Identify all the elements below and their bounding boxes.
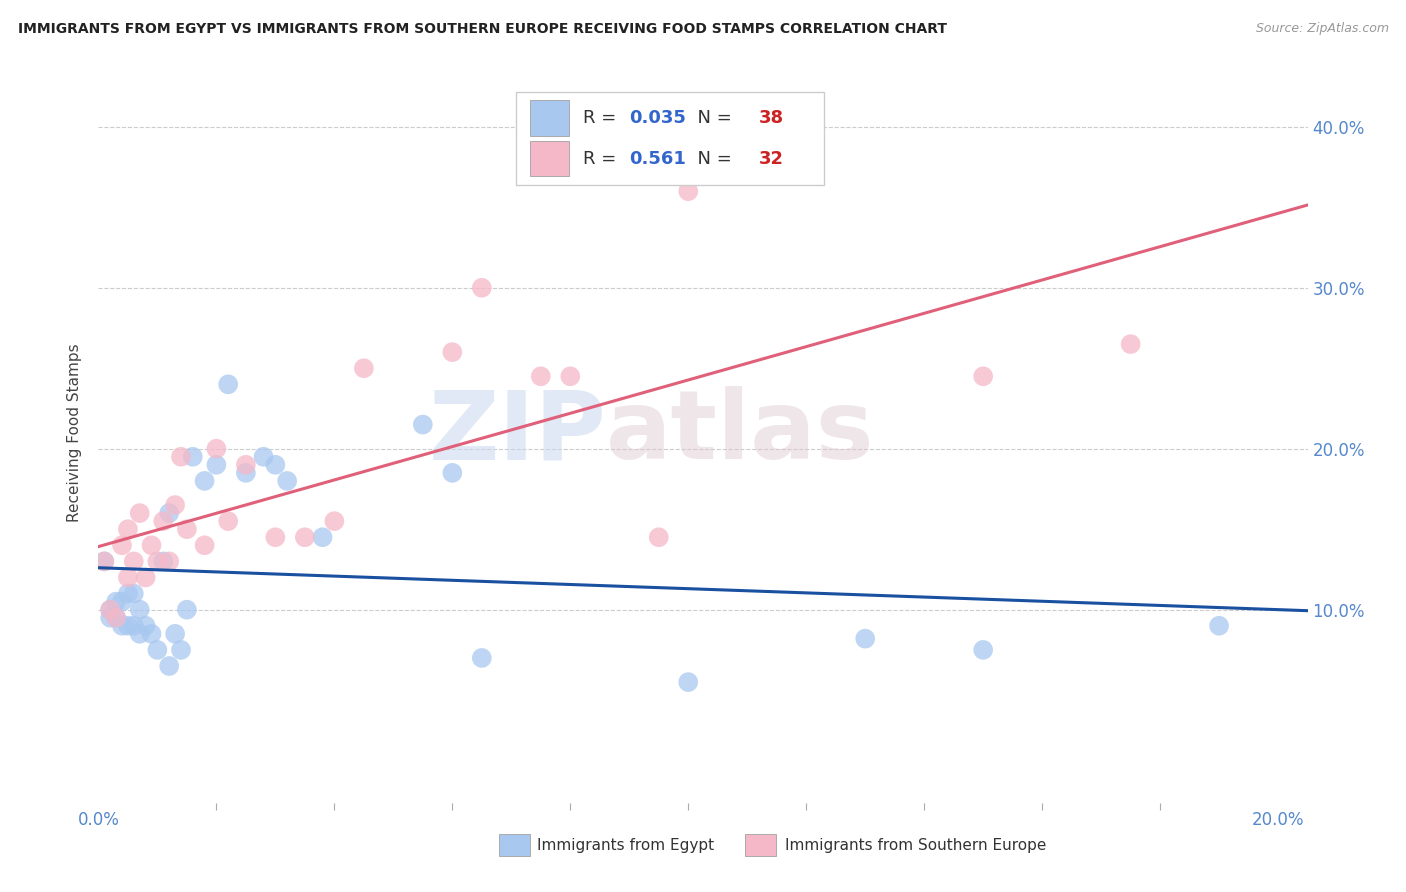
Point [111, 538, 134, 552]
Point [471, 281, 494, 295]
Text: 32: 32 [759, 150, 783, 168]
Point [235, 458, 257, 472]
Point [146, 554, 169, 568]
Point [135, 570, 157, 584]
Point [152, 514, 174, 528]
Point [276, 474, 298, 488]
Text: IMMIGRANTS FROM EGYPT VS IMMIGRANTS FROM SOUTHERN EUROPE RECEIVING FOOD STAMPS C: IMMIGRANTS FROM EGYPT VS IMMIGRANTS FROM… [18, 22, 948, 37]
Point [157, 659, 180, 673]
Text: Source: ZipAtlas.com: Source: ZipAtlas.com [1256, 22, 1389, 36]
Point [235, 466, 257, 480]
Point [170, 450, 193, 464]
Point [264, 458, 287, 472]
Point [152, 554, 174, 568]
Point [176, 522, 198, 536]
Text: Immigrants from Southern Europe: Immigrants from Southern Europe [785, 838, 1046, 853]
Point [205, 442, 228, 456]
FancyBboxPatch shape [530, 141, 569, 177]
Point [93, 554, 115, 568]
Point [441, 345, 464, 359]
Point [217, 377, 239, 392]
Point [111, 619, 134, 633]
Point [165, 498, 187, 512]
Point [135, 619, 157, 633]
Point [181, 450, 204, 464]
Point [471, 651, 494, 665]
Point [353, 361, 375, 376]
Point [157, 554, 180, 568]
Point [205, 458, 228, 472]
Point [530, 369, 553, 384]
Text: N =: N = [686, 109, 738, 127]
Point [146, 643, 169, 657]
Point [678, 675, 700, 690]
Point [93, 554, 115, 568]
Point [972, 369, 994, 384]
Point [853, 632, 876, 646]
Text: 0.561: 0.561 [630, 150, 686, 168]
Point [128, 627, 150, 641]
Point [141, 538, 163, 552]
Text: R =: R = [583, 150, 623, 168]
Point [117, 570, 139, 584]
Point [441, 466, 464, 480]
Text: 38: 38 [759, 109, 783, 127]
Point [1119, 337, 1142, 351]
Point [117, 586, 139, 600]
Point [1208, 619, 1230, 633]
Text: 0.035: 0.035 [630, 109, 686, 127]
Point [157, 506, 180, 520]
Point [678, 184, 700, 198]
Text: N =: N = [686, 150, 738, 168]
Text: ZIP: ZIP [429, 386, 606, 479]
FancyBboxPatch shape [516, 92, 824, 185]
Point [105, 610, 128, 624]
Text: Immigrants from Egypt: Immigrants from Egypt [537, 838, 714, 853]
Point [122, 619, 145, 633]
Y-axis label: Receiving Food Stamps: Receiving Food Stamps [67, 343, 83, 522]
Point [972, 643, 994, 657]
Point [98, 602, 121, 616]
Point [217, 514, 239, 528]
Point [111, 594, 134, 608]
Point [128, 602, 150, 616]
Point [117, 522, 139, 536]
Point [648, 530, 671, 544]
Point [560, 369, 582, 384]
Point [141, 627, 163, 641]
Point [117, 619, 139, 633]
FancyBboxPatch shape [530, 100, 569, 136]
Point [122, 554, 145, 568]
Point [98, 610, 121, 624]
Point [165, 627, 187, 641]
Point [128, 506, 150, 520]
Point [294, 530, 316, 544]
Point [170, 643, 193, 657]
Point [311, 530, 333, 544]
Point [105, 594, 128, 608]
Point [194, 538, 217, 552]
Point [264, 530, 287, 544]
Point [105, 610, 128, 624]
Point [412, 417, 434, 432]
Text: atlas: atlas [606, 386, 875, 479]
Text: R =: R = [583, 109, 623, 127]
Point [122, 586, 145, 600]
Point [252, 450, 274, 464]
Point [176, 602, 198, 616]
Point [323, 514, 346, 528]
Point [194, 474, 217, 488]
Point [98, 602, 121, 616]
